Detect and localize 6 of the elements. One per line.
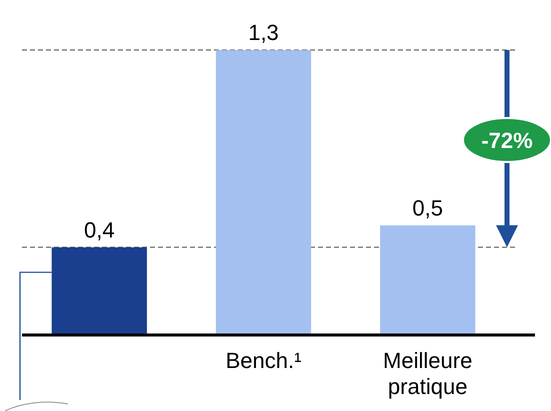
data-label: 0,4 bbox=[84, 217, 115, 242]
annotation: -72% bbox=[481, 128, 533, 153]
data-label: 0,5 bbox=[412, 195, 443, 220]
x-tick-label: Meilleure pratique bbox=[383, 348, 472, 399]
x-tick-label: Bench.¹ bbox=[226, 348, 302, 373]
data-label: 1,3 bbox=[248, 20, 279, 45]
